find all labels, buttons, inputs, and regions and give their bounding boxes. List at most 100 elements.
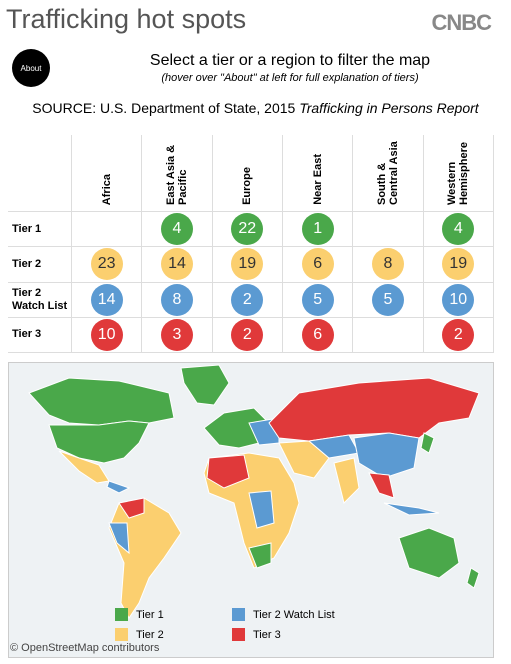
attribution: © OpenStreetMap contributors bbox=[10, 642, 160, 654]
table-cell: 4 bbox=[142, 212, 213, 248]
count-circle[interactable]: 10 bbox=[90, 318, 123, 351]
count-circle[interactable]: 2 bbox=[442, 318, 475, 351]
legend-item[interactable]: Tier 2 Watch List bbox=[232, 608, 335, 621]
count-circle[interactable]: 8 bbox=[371, 248, 404, 281]
central-america bbox=[106, 480, 131, 494]
japan bbox=[420, 432, 435, 454]
source: SOURCE: U.S. Department of State, 2015 T… bbox=[0, 100, 511, 116]
legend-swatch bbox=[115, 628, 128, 641]
legend-swatch bbox=[232, 608, 245, 621]
table-cell: 23 bbox=[72, 247, 143, 283]
count-circle[interactable]: 2 bbox=[231, 318, 264, 351]
legend-label: Tier 1 bbox=[136, 608, 164, 621]
column-label: Europe bbox=[241, 167, 254, 205]
corner-cell bbox=[8, 135, 72, 212]
count-circle[interactable]: 22 bbox=[231, 213, 264, 246]
new-zealand bbox=[466, 567, 480, 589]
logo: CNBC bbox=[431, 10, 492, 35]
count-circle[interactable]: 19 bbox=[442, 248, 475, 281]
legend-label: Tier 2 bbox=[136, 628, 164, 641]
instruction: Select a tier or a region to filter the … bbox=[149, 52, 431, 69]
table-cell: 10 bbox=[72, 317, 143, 353]
source-prefix: SOURCE: U.S. Department of State, 2015 bbox=[32, 100, 296, 116]
table-cell bbox=[353, 317, 424, 353]
table-cell: 2 bbox=[423, 317, 494, 353]
count-circle[interactable]: 19 bbox=[231, 248, 264, 281]
south-africa bbox=[248, 542, 272, 569]
table-cell: 5 bbox=[353, 282, 424, 318]
column-label: Africa bbox=[100, 173, 113, 205]
north-africa bbox=[206, 454, 250, 489]
column-label: East Asia & Pacific bbox=[164, 144, 189, 205]
tier-table: Africa East Asia & Pacific Europe Near East… bbox=[8, 135, 494, 353]
table-cell: 8 bbox=[142, 282, 213, 318]
table-cell: 3 bbox=[142, 317, 213, 353]
legend-label: Tier 2 Watch List bbox=[253, 608, 335, 621]
count-circle[interactable]: 14 bbox=[90, 283, 123, 316]
column-label: Western Hemisphere bbox=[446, 142, 471, 205]
table-cell: 14 bbox=[72, 282, 143, 318]
count-circle[interactable]: 5 bbox=[371, 283, 404, 316]
table-cell: 8 bbox=[353, 247, 424, 283]
table-cell: 10 bbox=[423, 282, 494, 318]
count-circle[interactable]: 10 bbox=[442, 283, 475, 316]
greenland bbox=[180, 364, 230, 406]
column-header[interactable]: Near East bbox=[283, 135, 354, 212]
legend-swatch bbox=[232, 628, 245, 641]
column-header[interactable]: East Asia & Pacific bbox=[142, 135, 213, 212]
count-circle[interactable]: 3 bbox=[160, 318, 193, 351]
venezuela bbox=[118, 497, 145, 519]
column-header[interactable]: Western Hemisphere bbox=[423, 135, 494, 212]
count-circle[interactable]: 5 bbox=[301, 283, 334, 316]
table-cell bbox=[353, 212, 424, 248]
count-circle[interactable]: 14 bbox=[160, 248, 193, 281]
table-cell: 19 bbox=[423, 247, 494, 283]
table-cell: 2 bbox=[212, 317, 283, 353]
legend-swatch bbox=[115, 608, 128, 621]
legend-label: Tier 3 bbox=[253, 628, 281, 641]
column-header[interactable]: Europe bbox=[212, 135, 283, 212]
column-label: South & Central Asia bbox=[375, 141, 400, 205]
count-circle[interactable]: 4 bbox=[160, 213, 193, 246]
count-circle[interactable]: 4 bbox=[442, 213, 475, 246]
usa bbox=[48, 420, 150, 464]
legend-item[interactable]: Tier 1 bbox=[115, 608, 164, 621]
table-cell: 19 bbox=[212, 247, 283, 283]
count-circle[interactable]: 1 bbox=[301, 213, 334, 246]
row-label[interactable]: Tier 2 bbox=[8, 247, 72, 283]
legend-item[interactable]: Tier 2 bbox=[115, 628, 164, 641]
legend-item[interactable]: Tier 3 bbox=[232, 628, 281, 641]
southeast-asia bbox=[368, 472, 395, 499]
india bbox=[333, 457, 360, 504]
row-label[interactable]: Tier 1 bbox=[8, 212, 72, 248]
count-circle[interactable]: 8 bbox=[160, 283, 193, 316]
map-canvas[interactable] bbox=[9, 363, 493, 657]
about-button[interactable]: About bbox=[12, 49, 50, 87]
table-cell: 6 bbox=[283, 247, 354, 283]
table-cell: 5 bbox=[283, 282, 354, 318]
table-cell: 22 bbox=[212, 212, 283, 248]
source-report: Trafficking in Persons Report bbox=[299, 100, 479, 116]
table-cell: 14 bbox=[142, 247, 213, 283]
count-circle[interactable]: 23 bbox=[90, 248, 123, 281]
table-cell: 6 bbox=[283, 317, 354, 353]
title: Trafficking hot spots bbox=[6, 4, 247, 34]
middle-east bbox=[278, 440, 330, 479]
china bbox=[353, 432, 420, 479]
count-circle[interactable]: 6 bbox=[301, 318, 334, 351]
table-cell: 4 bbox=[423, 212, 494, 248]
andes bbox=[108, 522, 130, 555]
count-circle[interactable]: 2 bbox=[231, 283, 264, 316]
table-cell: 2 bbox=[212, 282, 283, 318]
table-cell: 1 bbox=[283, 212, 354, 248]
map bbox=[8, 362, 494, 658]
row-label[interactable]: Tier 3 bbox=[8, 317, 72, 353]
table-cell bbox=[72, 212, 143, 248]
hint: (hover over "About" at left for full exp… bbox=[161, 72, 419, 84]
column-header[interactable]: South & Central Asia bbox=[353, 135, 424, 212]
row-label[interactable]: Tier 2 Watch List bbox=[8, 282, 72, 318]
count-circle[interactable]: 6 bbox=[301, 248, 334, 281]
column-header[interactable]: Africa bbox=[72, 135, 143, 212]
central-africa bbox=[248, 490, 275, 529]
